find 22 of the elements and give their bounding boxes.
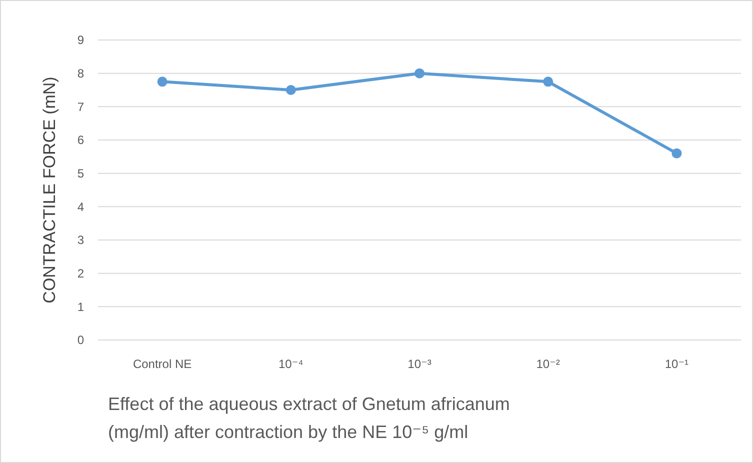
x-tick-label: 10⁻¹: [664, 357, 689, 371]
y-tick-label: 7: [77, 100, 84, 114]
y-tick-label: 3: [77, 233, 84, 248]
point: [543, 76, 554, 87]
point: [286, 85, 296, 95]
y-axis-title: CONTRACTILE FORCE (mN): [40, 76, 59, 304]
point: [157, 76, 168, 87]
x-tick-label: 10⁻³: [408, 357, 432, 371]
x-tick-label: Control NE: [132, 357, 192, 371]
point: [672, 148, 682, 158]
x-axis-title: Effect of the aqueous extract of Gnetum africanum (mg/ml) after contraction by the NE 10⁻⁵ g/ml: [108, 394, 510, 442]
point: [414, 68, 424, 78]
y-tick-label: 4: [77, 200, 84, 214]
y-tick-label: 2: [77, 266, 84, 281]
y-tick-label: 5: [77, 166, 84, 181]
y-tick-label: 6: [77, 133, 84, 148]
y-tick-label: 9: [77, 33, 84, 48]
y-tick-label: 8: [77, 66, 84, 81]
y-tick-label: 1: [77, 300, 84, 314]
y-tick-label: 0: [77, 333, 84, 348]
x-tick-label: 10⁻²: [536, 357, 560, 371]
x-tick-label: 10⁻⁴: [278, 357, 304, 371]
